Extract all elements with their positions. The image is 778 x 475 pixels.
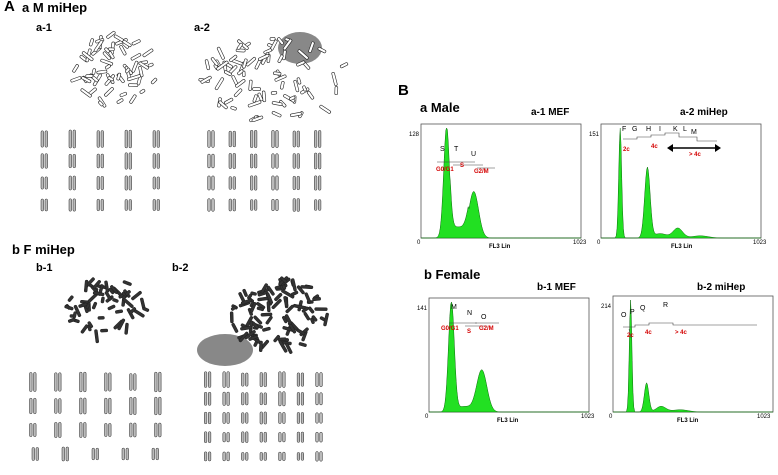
x-axis-label: FL3 Lin	[489, 244, 511, 250]
gate-label: S	[440, 146, 445, 153]
x-max-label: 1023	[581, 414, 595, 420]
panel-a-a-title: a M miHep	[22, 0, 88, 15]
phase-label: S	[460, 163, 464, 169]
karyotype-b1-image	[29, 371, 162, 462]
gate-label: U	[471, 151, 476, 158]
y-max-label: 214	[601, 304, 612, 310]
phase-label: G2/M	[479, 326, 494, 332]
karyotype-a2-image	[207, 130, 322, 212]
x-axis-label: FL3 Lin	[497, 418, 519, 424]
y-max-label: 141	[417, 306, 428, 312]
histogram-b1: 141 0 1023 FL3 Lin M N O G0/G1 S G2/M	[417, 297, 595, 424]
y-max-label: 128	[409, 132, 420, 138]
phase-label: S	[467, 329, 471, 335]
gate-label: M	[691, 129, 697, 136]
ploidy-label: 4c	[651, 144, 658, 150]
phase-label: G0/G1	[436, 167, 454, 173]
gate-label: M	[451, 304, 457, 311]
gate-label: T	[454, 146, 459, 153]
histogram-b2: 214 0 1023 FL3 Lin O P Q R 2c 4c > 4c	[601, 295, 774, 424]
gate-label: G	[632, 126, 637, 133]
histogram-b2-area	[613, 299, 773, 413]
gate-label: L	[683, 126, 687, 133]
panel-b-b-title: b Female	[424, 267, 481, 282]
histogram-a2: 151 0 1023 FL3 Lin F G H I K L M 2c 4c >…	[589, 123, 767, 250]
histogram-b2-title: b-2 miHep	[697, 282, 746, 293]
histogram-b1-area	[429, 301, 589, 413]
x-max-label: 1023	[757, 414, 771, 420]
ploidy-label: > 4c	[675, 330, 688, 336]
histogram-a1-title: a-1 MEF	[531, 107, 570, 118]
x-max-label: 1023	[753, 240, 767, 246]
plot-frame	[600, 123, 762, 239]
x-max-label: 1023	[573, 240, 587, 246]
gate-label: K	[673, 126, 678, 133]
metaphase-spread-b2-image	[197, 276, 329, 366]
metaphase-spread-b1-image	[64, 277, 150, 344]
ploidy-label: > 4c	[689, 152, 702, 158]
ploidy-label: 2c	[627, 333, 634, 339]
phase-label: G0/G1	[441, 326, 459, 332]
gate-label: O	[481, 314, 487, 321]
metaphase-spread-a2-image	[198, 32, 349, 123]
panel-b-letter: B	[398, 82, 409, 99]
gate-label: H	[646, 126, 651, 133]
histogram-a1: 128 0 1023 FL3 Lin S T U G0/G1 S G2/M	[409, 123, 587, 250]
label-b-1: b-1	[36, 262, 53, 274]
gate-label: F	[622, 126, 626, 133]
panel-a-letter: A	[4, 0, 15, 15]
gate-label: P	[630, 309, 635, 316]
x-axis-label: FL3 Lin	[677, 418, 699, 424]
gate-label: Q	[640, 305, 646, 312]
panel-a-b-title: b F miHep	[12, 242, 75, 257]
x-min-label: 0	[425, 414, 429, 420]
x-min-label: 0	[597, 240, 601, 246]
ploidy-label: 4c	[645, 330, 652, 336]
ploidy-label: 2c	[623, 147, 630, 153]
histogram-a2-title: a-2 miHep	[680, 107, 728, 118]
label-b-2: b-2	[172, 262, 189, 274]
y-max-label: 151	[589, 132, 600, 138]
karyotype-a1-image	[40, 129, 160, 212]
label-a-1: a-1	[36, 22, 52, 34]
karyotype-b2-image	[204, 371, 323, 462]
histogram-a1-area	[421, 127, 581, 239]
gate-label: R	[663, 302, 668, 309]
panel-b-a-title: a Male	[420, 100, 460, 115]
metaphase-spread-a1-image	[70, 30, 158, 108]
x-axis-label: FL3 Lin	[671, 244, 693, 250]
x-min-label: 0	[417, 240, 421, 246]
gate-label: O	[621, 312, 627, 319]
gate-label: N	[467, 310, 472, 317]
x-min-label: 0	[609, 414, 613, 420]
plot-frame	[612, 295, 774, 413]
phase-label: G2/M	[474, 169, 489, 175]
label-a-2: a-2	[194, 22, 210, 34]
histogram-b1-title: b-1 MEF	[537, 282, 576, 293]
gate-label: I	[659, 126, 661, 133]
histogram-a2-area	[601, 127, 761, 239]
